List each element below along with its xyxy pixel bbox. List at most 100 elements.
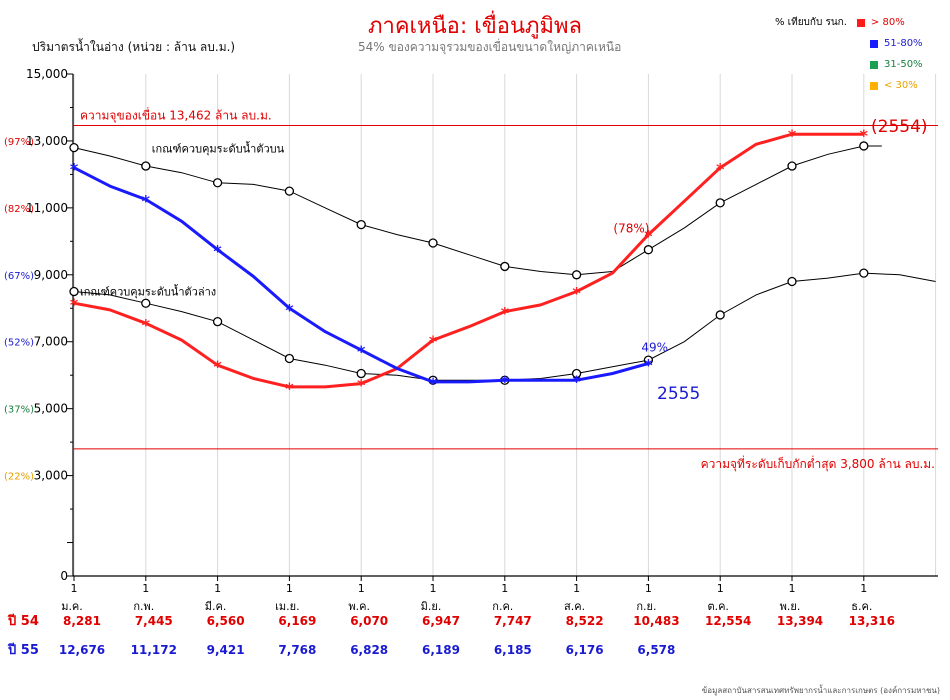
series-marker: * xyxy=(142,315,151,334)
series-marker: * xyxy=(429,332,438,351)
x-tick-day: 1 xyxy=(142,582,149,595)
y-axis-caption: ปริมาตรน้ำในอ่าง (หน่วย : ล้าน ลบ.ม.) xyxy=(32,40,236,54)
legend-header-text: % เทียบกับ รนก. xyxy=(775,17,847,28)
x-tick-month: ส.ค. xyxy=(564,600,585,613)
x-tick-month: พ.ค. xyxy=(348,600,370,613)
x-tick-day: 1 xyxy=(717,582,724,595)
percent-label: (22%) xyxy=(4,472,34,483)
percent-label: (52%) xyxy=(4,338,34,349)
row-value: 6,070 xyxy=(350,614,388,628)
row-value: 6,169 xyxy=(278,614,316,628)
row-value: 6,189 xyxy=(422,643,460,657)
series-marker: * xyxy=(70,295,79,314)
lower-rule-curve-marker xyxy=(787,276,797,287)
series-y54-end-label: (2554) xyxy=(871,117,928,137)
series-y55-end-label: 2555 xyxy=(657,384,700,404)
legend-label-over-80: > 80% xyxy=(870,17,905,28)
legend-row-51-80: 51-80% xyxy=(775,33,923,54)
x-tick-day: 1 xyxy=(789,582,796,595)
x-tick-month: ต.ค. xyxy=(707,600,729,613)
series-marker: * xyxy=(213,357,222,376)
legend-swatch-green xyxy=(870,60,878,69)
x-tick-month: ม.ค. xyxy=(61,600,83,613)
x-tick-month: พ.ย. xyxy=(780,600,801,613)
series-marker: * xyxy=(644,227,653,246)
lower-rule-curve-marker xyxy=(284,353,295,364)
x-tick-month: ก.พ. xyxy=(133,600,154,613)
row-value: 9,421 xyxy=(207,643,245,657)
lower-rule-curve-marker xyxy=(715,310,725,320)
series-marker: * xyxy=(213,242,222,261)
y-tick-label: 7,000 xyxy=(34,335,68,349)
series-marker: * xyxy=(429,374,438,393)
series-marker: * xyxy=(285,379,294,398)
upper-rule-curve-marker xyxy=(428,238,438,248)
upper-rule-curve-marker xyxy=(643,245,654,255)
x-tick-month: ธ.ค. xyxy=(851,600,872,613)
x-tick-day: 1 xyxy=(573,582,580,595)
minimum-label: ความจุที่ระดับเก็บกักต่ำสุด 3,800 ล้าน ล… xyxy=(701,455,935,472)
row-value: 8,281 xyxy=(63,614,101,628)
x-tick-day: 1 xyxy=(71,582,78,595)
legend-swatch-red xyxy=(856,18,865,27)
x-tick-day: 1 xyxy=(645,582,652,595)
percent-label: (67%) xyxy=(4,271,34,282)
series-marker: * xyxy=(357,342,366,361)
lower-rule-curve-marker xyxy=(859,268,869,278)
upper-rule-curve xyxy=(73,145,882,276)
row-value: 12,554 xyxy=(705,614,751,628)
legend-swatch-yellow xyxy=(870,81,878,90)
series-marker: * xyxy=(142,192,151,211)
x-tick-month: มิ.ย. xyxy=(421,600,442,613)
upper-rule-curve-marker xyxy=(284,186,295,196)
upper-rule-curve-marker xyxy=(212,178,223,188)
x-tick-day: 1 xyxy=(430,582,437,595)
series-marker: * xyxy=(860,126,869,145)
lower-rule-label: เกณฑ์ควบคุมระดับน้ำตัวล่าง xyxy=(80,284,216,299)
row-value: 13,394 xyxy=(777,614,823,628)
capacity-label: ความจุของเขื่อน 13,462 ล้าน ลบ.ม. xyxy=(80,106,272,123)
y-tick-label: 5,000 xyxy=(34,402,68,416)
row-value: 7,445 xyxy=(135,614,173,628)
series-marker: * xyxy=(572,372,581,391)
row-value: 12,676 xyxy=(59,643,105,657)
series-marker: * xyxy=(285,300,294,319)
upper-rule-label: เกณฑ์ควบคุมระดับน้ำตัวบน xyxy=(152,141,285,156)
y-tick-label: 3,000 xyxy=(34,469,68,483)
legend-label-31-50: 31-50% xyxy=(884,59,923,70)
source-note: ข้อมูลสถาบันสารสนเทศทรัพยากรน้ำและการเกษ… xyxy=(701,686,940,695)
legend-label-51-80: 51-80% xyxy=(884,38,923,49)
x-tick-day: 1 xyxy=(860,582,867,595)
legend-row-under-30: < 30% xyxy=(775,75,923,96)
percent-label: (82%) xyxy=(4,204,34,215)
series-marker: * xyxy=(716,160,725,179)
row-value: 7,768 xyxy=(278,643,316,657)
y-tick-label: 9,000 xyxy=(34,268,68,282)
legend: % เทียบกับ รนก. > 80% 51-80% 31-50% < 30% xyxy=(775,12,923,96)
lower-rule-curve-marker xyxy=(571,368,582,379)
series-marker: * xyxy=(501,304,510,323)
series-line-y54 xyxy=(73,132,864,389)
row-value: 6,578 xyxy=(637,643,675,657)
lower-rule-curve-marker xyxy=(69,286,79,297)
series-marker: * xyxy=(357,376,366,395)
y-tick-label: 15,000 xyxy=(26,67,68,81)
chart-subtitle: 54% ของความจุรวมของเขื่อนขนาดใหญ่ภาคเหนื… xyxy=(358,40,622,54)
series-marker: * xyxy=(644,355,653,374)
percent-label: (37%) xyxy=(4,405,34,416)
lower-rule-curve-marker xyxy=(212,317,223,327)
series-marker: * xyxy=(501,372,510,391)
annotation-49pct: 49% xyxy=(641,340,668,354)
x-tick-month: ก.ย. xyxy=(636,600,656,613)
upper-rule-curve-marker xyxy=(715,198,725,208)
series-marker: * xyxy=(788,126,797,145)
upper-rule-curve-marker xyxy=(787,161,797,171)
row-value: 6,947 xyxy=(422,614,460,628)
series-line-y55 xyxy=(73,166,649,384)
x-tick-day: 1 xyxy=(501,582,508,595)
x-tick-day: 1 xyxy=(286,582,293,595)
series-marker: * xyxy=(572,284,581,303)
legend-label-under-30: < 30% xyxy=(884,80,918,91)
row-value: 6,828 xyxy=(350,643,388,657)
